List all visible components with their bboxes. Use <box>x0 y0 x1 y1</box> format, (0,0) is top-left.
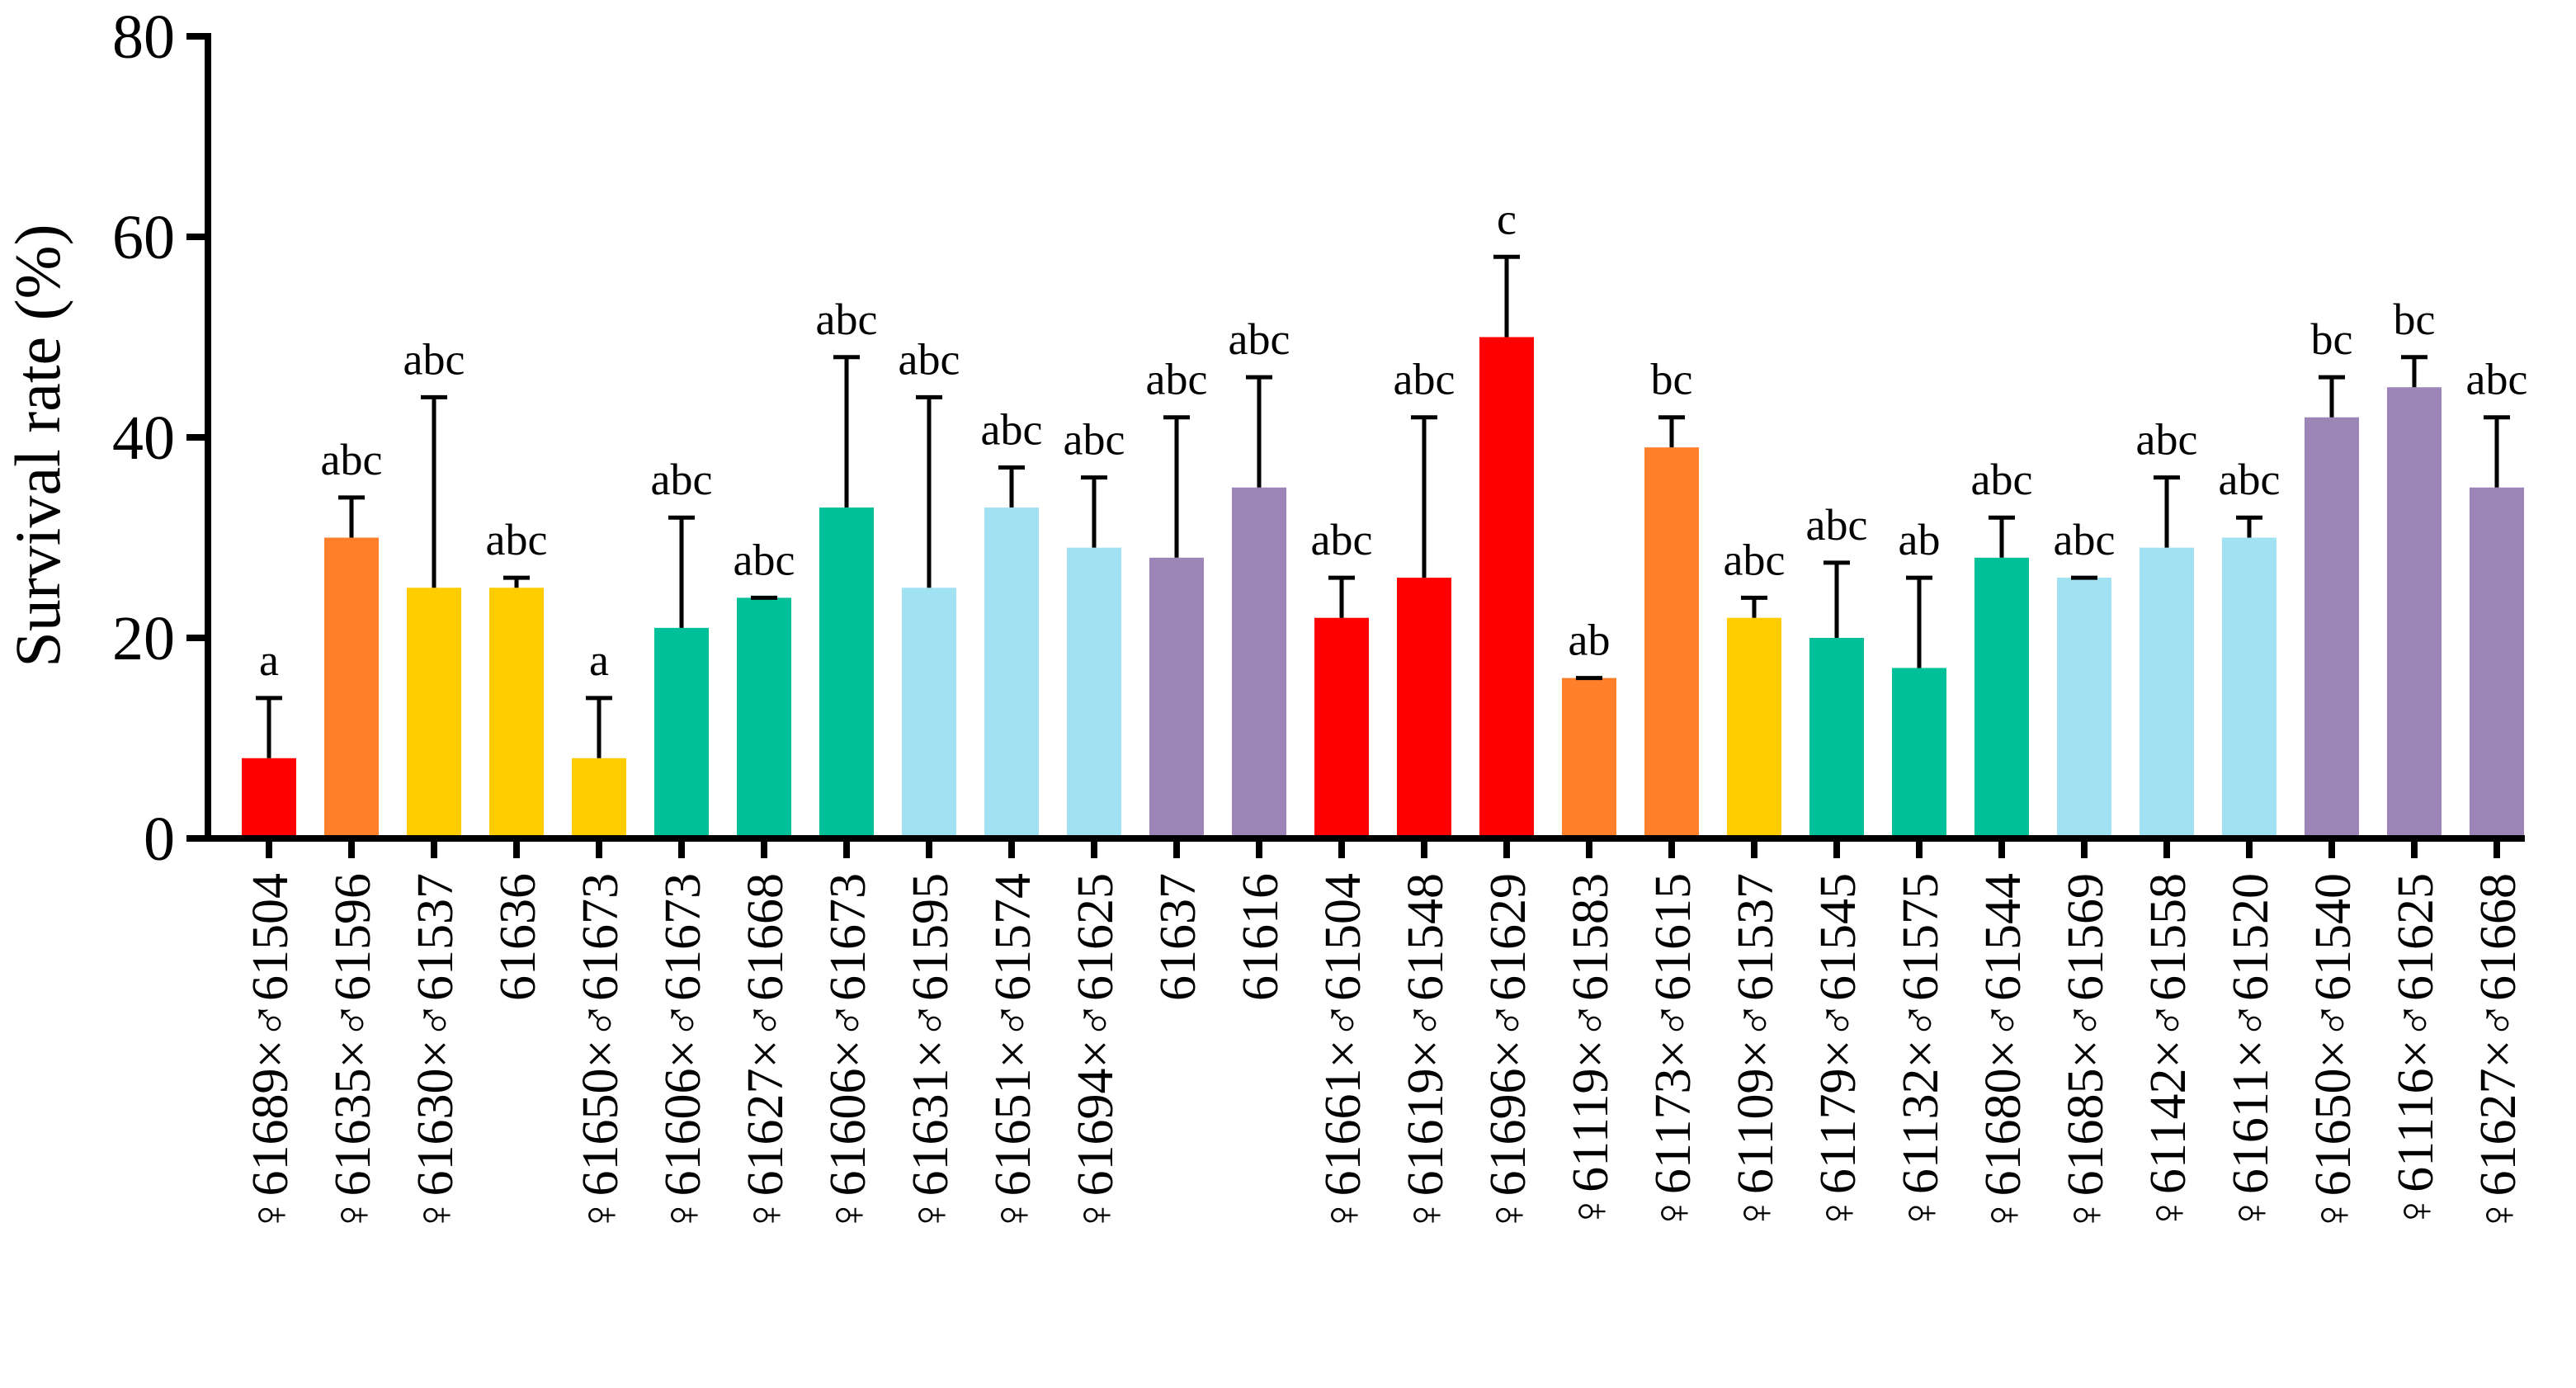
x-tick-label: ♀61627×♂61668 <box>2470 873 2526 1235</box>
x-tick-labels: ♀61689×♂61504 ♀61635×♂61596 ♀61630×♂61537 6… <box>243 873 2526 1235</box>
x-tick-label: ♀61606×♂61673 <box>820 873 876 1235</box>
x-tick-label: ♀61680×♂61544 <box>1975 873 2031 1235</box>
x-tick-label: 61637 <box>1150 873 1206 1001</box>
significance-label: abc <box>2219 455 2281 504</box>
significance-label: abc <box>981 404 1043 454</box>
significance-label: ab <box>1899 515 1941 564</box>
significance-label: abc <box>403 334 465 384</box>
x-tick-label: 61636 <box>490 873 546 1001</box>
significance-label: abc <box>1064 415 1125 465</box>
y-tick-label: 40 <box>112 404 175 473</box>
bars <box>242 337 2524 838</box>
significance-label: abc <box>2054 515 2116 564</box>
significance-label: abc <box>899 334 960 384</box>
x-tick-label: ♀61631×♂61595 <box>903 873 959 1235</box>
significance-label: abc <box>1229 314 1290 364</box>
bar <box>2305 417 2359 838</box>
bar <box>819 508 874 838</box>
x-tick-label: ♀61116×♂61625 <box>2388 873 2444 1230</box>
x-tick-label: ♀61694×♂61625 <box>1068 873 1124 1235</box>
significance-label: bc <box>2394 295 2436 344</box>
x-tick-label: ♀61611×♂61520 <box>2223 873 2279 1233</box>
significance-label: abc <box>1724 535 1786 584</box>
bar <box>2140 547 2194 838</box>
x-tick-label: ♀61696×♂61629 <box>1480 873 1536 1235</box>
x-tick-label: ♀61619×♂61548 <box>1398 873 1454 1235</box>
x-tick-label: ♀61685×♂61569 <box>2058 873 2114 1235</box>
x-tick-label: ♀61630×♂61537 <box>408 873 464 1235</box>
bar <box>1562 677 1616 838</box>
significance-label: abc <box>1394 355 1455 404</box>
y-axis-title: Survival rate (%) <box>2 224 73 667</box>
x-tick-label: ♀61635×♂61596 <box>325 873 381 1235</box>
bar <box>984 508 1039 838</box>
significance-label: abc <box>651 455 713 504</box>
bar <box>2387 387 2442 838</box>
x-tick-label: ♀61650×♂61673 <box>573 873 629 1235</box>
bar <box>489 588 544 838</box>
bar <box>1479 337 1534 838</box>
significance-label: abc <box>2136 415 2198 465</box>
bar <box>242 758 296 838</box>
significance-label: abc <box>1971 455 2033 504</box>
x-axis <box>205 835 2525 858</box>
x-tick-label: 61616 <box>1233 873 1289 1001</box>
bar <box>1809 638 1864 838</box>
x-tick-label: ♀61661×♂61504 <box>1315 873 1371 1235</box>
bar <box>324 537 379 838</box>
x-tick-label: ♀61142×♂61558 <box>2140 873 2196 1233</box>
bar <box>1397 578 1451 838</box>
significance-label: abc <box>734 535 795 584</box>
significance-label: ab <box>1569 616 1611 665</box>
significance-label: abc <box>1311 515 1373 564</box>
bar <box>1149 557 1204 838</box>
bar <box>737 597 791 838</box>
bar <box>2470 487 2524 838</box>
significance-label: bc <box>2311 314 2353 364</box>
bar <box>1314 617 1369 838</box>
bar <box>2057 578 2111 838</box>
x-tick-label: ♀61606×♂61673 <box>655 873 711 1235</box>
bar <box>1892 668 1946 838</box>
significance-label: abc <box>321 435 383 484</box>
x-tick-label: ♀61179×♂61545 <box>1810 873 1866 1233</box>
y-tick-label: 0 <box>144 805 175 874</box>
significance-label: a <box>589 635 609 685</box>
significance-label: abc <box>1146 355 1208 404</box>
bar <box>2222 537 2276 838</box>
significance-label: abc <box>486 515 548 564</box>
y-tick-label: 60 <box>112 203 175 272</box>
x-tick-label: ♀61173×♂61615 <box>1645 873 1701 1233</box>
y-tick-label: 20 <box>112 604 175 673</box>
x-tick-label: ♀61119×♂61583 <box>1563 873 1619 1230</box>
significance-label: bc <box>1651 355 1693 404</box>
significance-label: abc <box>816 295 878 344</box>
x-tick-label: ♀61651×♂61574 <box>985 873 1041 1235</box>
significance-label: c <box>1497 194 1517 243</box>
bar <box>1644 447 1699 838</box>
bar <box>407 588 461 838</box>
x-tick-label: ♀61689×♂61504 <box>243 873 299 1235</box>
bar <box>902 588 956 838</box>
x-tick-label: ♀61627×♂61668 <box>738 873 794 1235</box>
significance-label: abc <box>1806 500 1868 550</box>
y-axis: 0 20 40 60 80 <box>112 2 211 874</box>
error-bars <box>256 254 2510 758</box>
x-tick-label: ♀61132×♂61575 <box>1893 873 1949 1233</box>
y-tick-label: 80 <box>112 2 175 72</box>
bar <box>1727 617 1781 838</box>
bar <box>1232 487 1286 838</box>
bar <box>572 758 626 838</box>
x-tick-label: ♀61650×♂61540 <box>2305 873 2361 1235</box>
x-tick-label: ♀61109×♂61537 <box>1728 873 1784 1233</box>
bar <box>1974 557 2029 838</box>
significance-label: a <box>259 635 279 685</box>
significance-label: abc <box>2466 355 2528 404</box>
bar <box>654 627 709 838</box>
bar <box>1067 547 1121 838</box>
